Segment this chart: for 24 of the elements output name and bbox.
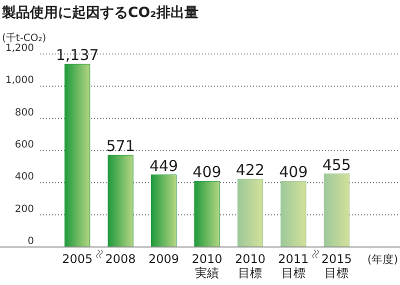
data-label: 571 (106, 137, 135, 156)
data-label: 422 (236, 161, 265, 180)
x-tick-label: 2008 (105, 252, 136, 266)
data-label: 1,137 (56, 46, 99, 64)
y-tick-label: 1,000 (5, 75, 34, 86)
y-tick-label: 1,200 (5, 43, 34, 54)
y-tick-label: 600 (14, 140, 34, 150)
y-tick-label: 400 (14, 172, 34, 183)
x-tick-label: 2011 目標 (278, 252, 309, 280)
y-tick-label: 200 (14, 204, 34, 215)
y-tick-label: 0 (28, 236, 34, 247)
x-tick-label: 2010 実績 (192, 252, 222, 280)
y-tick-label: 800 (14, 107, 34, 118)
x-tick-label: 2005 (62, 252, 93, 266)
data-label: 409 (279, 163, 308, 182)
data-label: 449 (149, 156, 178, 175)
x-tick-label: 2009 (148, 252, 180, 266)
y-axis-title: (千t-CO₂) (2, 32, 46, 44)
x-tick-label: 2015 目標 (321, 252, 352, 280)
x-axis-title: (年度) (367, 253, 398, 266)
data-label: 409 (192, 163, 222, 182)
chart-title: 製品使用に起因するCO₂排出量 (1, 5, 198, 21)
x-tick-label: 2010 目標 (234, 252, 266, 280)
data-label: 455 (322, 156, 351, 174)
